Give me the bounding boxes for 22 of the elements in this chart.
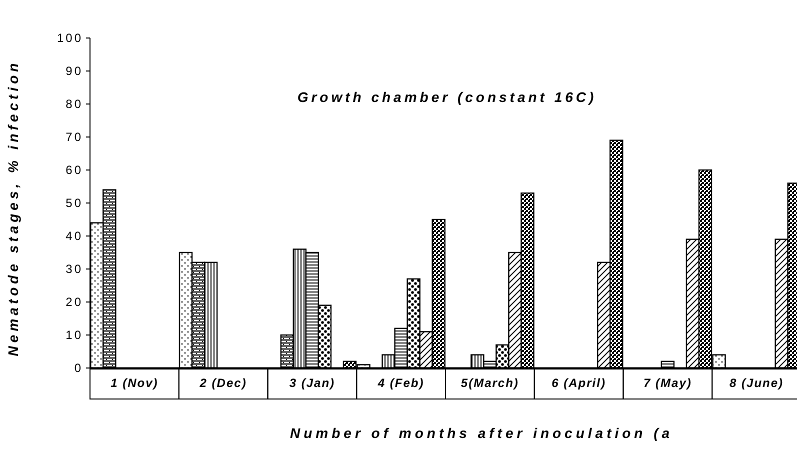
y-tick-label: 80 — [66, 96, 83, 111]
y-tick-label: 30 — [66, 262, 83, 276]
x-axis-title: Number of months after inoculation (a — [290, 425, 674, 441]
x-tick-label: 3 (Jan) — [289, 376, 336, 390]
y-tick-label: 90 — [66, 64, 83, 78]
x-tick-label: 7 (May) — [644, 376, 692, 390]
y-tick-label: 50 — [66, 196, 83, 210]
y-tick-label: 60 — [66, 162, 83, 177]
x-tick-label: 6 (April) — [552, 376, 606, 390]
y-tick-label: 20 — [66, 294, 83, 309]
x-tick-label: 8 (June) — [730, 376, 784, 390]
y-axis-title: Nematode stages, % infection — [5, 60, 21, 356]
y-tick-label: 70 — [66, 130, 83, 144]
y-tick-label: 0 — [74, 360, 83, 375]
y-tick-label: 100 — [56, 30, 83, 45]
x-tick-label: 1 (Nov) — [110, 376, 158, 390]
text: Growth chamber (constant 16C) — [297, 89, 597, 105]
y-tick-label: 40 — [66, 228, 83, 243]
y-tick-label: 10 — [66, 328, 83, 342]
x-tick-label: 5(March) — [460, 376, 519, 390]
x-tick-label: 4 (Feb) — [376, 376, 424, 390]
x-tick-label: 2 (Dec) — [198, 376, 247, 390]
